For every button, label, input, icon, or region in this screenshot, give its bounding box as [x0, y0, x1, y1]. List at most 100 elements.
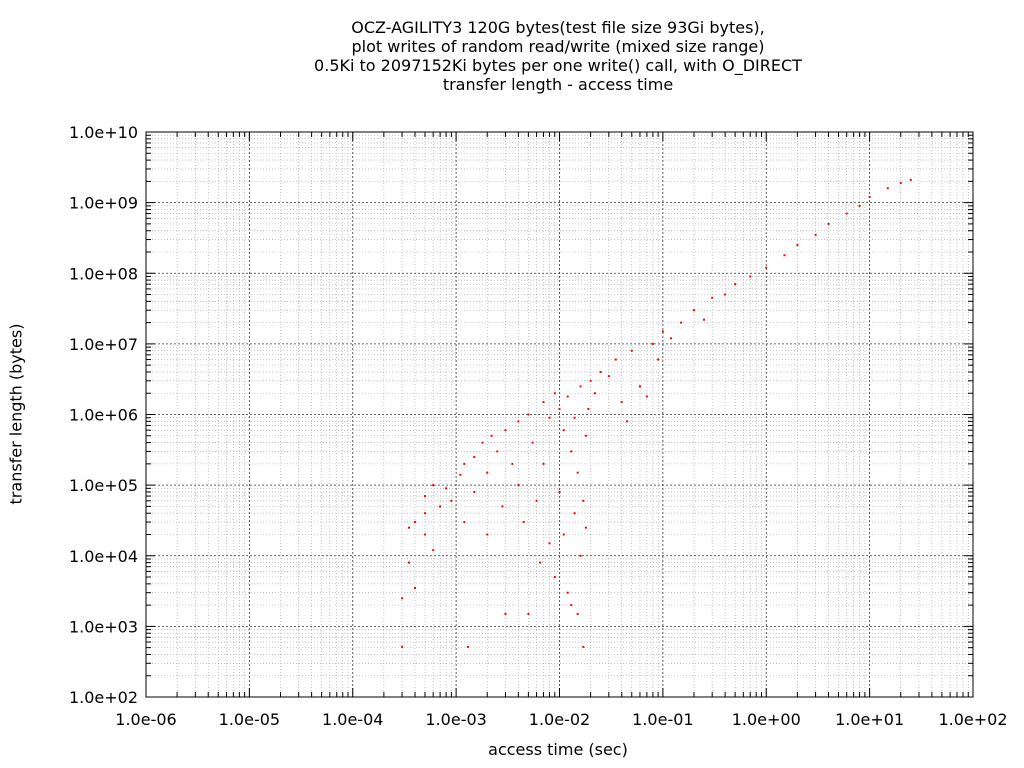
x-tick-label: 1.0e+00 [732, 710, 801, 729]
data-point [439, 505, 442, 508]
data-point [486, 533, 489, 536]
y-tick-label: 1.0e+10 [69, 123, 138, 142]
data-point [504, 429, 507, 432]
data-point [527, 612, 530, 615]
data-point [401, 645, 404, 648]
data-point [858, 204, 861, 207]
data-point [531, 441, 534, 444]
data-point [553, 392, 556, 395]
data-point [584, 526, 587, 529]
data-point [584, 434, 587, 437]
data-point [576, 471, 579, 474]
data-point [607, 375, 610, 378]
x-tick-label: 1.0e-04 [322, 710, 383, 729]
data-point [593, 392, 596, 395]
y-tick-label: 1.0e+02 [69, 688, 138, 707]
data-point [711, 296, 714, 299]
x-tick-label: 1.0e+02 [938, 710, 1007, 729]
data-point [630, 349, 633, 352]
data-point [651, 342, 654, 345]
data-point [490, 434, 493, 437]
data-point [407, 561, 410, 564]
x-axis-label: access time (sec) [488, 740, 628, 759]
data-point [501, 505, 504, 508]
data-point [424, 512, 427, 515]
data-point [589, 379, 592, 382]
data-point [734, 283, 737, 286]
data-point [670, 337, 673, 340]
y-tick-label: 1.0e+07 [69, 335, 138, 354]
data-point [463, 521, 466, 524]
data-point [645, 395, 648, 398]
x-tick-label: 1.0e-05 [219, 710, 280, 729]
data-point [535, 499, 538, 502]
data-point [845, 212, 848, 215]
data-point [566, 395, 569, 398]
data-point [542, 401, 545, 404]
data-point [573, 512, 576, 515]
grid [146, 132, 973, 697]
y-tick-label: 1.0e+09 [69, 194, 138, 213]
data-point [522, 521, 525, 524]
data-point [796, 244, 799, 247]
axes: 1.0e-06 1.0e-05 1.0e-04 1.0e-03 1.0e-02 1.0e-… [69, 123, 1008, 729]
data-point [692, 309, 695, 312]
data-point [614, 358, 617, 361]
data-point [868, 196, 871, 199]
x-tick-label: 1.0e-01 [632, 710, 693, 729]
plot-frame [145, 131, 974, 698]
data-point [463, 462, 466, 465]
data-point [570, 604, 573, 607]
data-point [548, 416, 551, 419]
chart-title: OCZ-AGILITY3 120G bytes(test file size 9… [0, 18, 1024, 94]
data-point [661, 330, 664, 333]
title-line-1: OCZ-AGILITY3 120G bytes(test file size 9… [351, 18, 765, 37]
data-point [566, 591, 569, 594]
data-point [486, 471, 489, 474]
data-point [553, 576, 556, 579]
data-point [558, 407, 561, 410]
data-point [570, 450, 573, 453]
data-point [432, 549, 435, 552]
data-point [562, 533, 565, 536]
y-tick-label: 1.0e+05 [69, 476, 138, 495]
data-point [886, 187, 889, 190]
data-point [576, 612, 579, 615]
y-tick-label: 1.0e+06 [69, 406, 138, 425]
data-point [517, 420, 520, 423]
y-axis-label: transfer length (bytes) [6, 323, 26, 505]
data-point [473, 490, 476, 493]
data-point [724, 293, 727, 296]
data-point [407, 526, 410, 529]
data-point [481, 441, 484, 444]
data-point [579, 554, 582, 557]
y-tick-label: 1.0e+04 [69, 547, 138, 566]
data-point [579, 385, 582, 388]
data-point [749, 275, 752, 278]
y-tick-label: 1.0e+03 [69, 617, 138, 636]
data-point [703, 318, 706, 321]
data-point [783, 254, 786, 257]
data-point [432, 484, 435, 487]
data-point [562, 429, 565, 432]
data-point [620, 401, 623, 404]
data-point [573, 416, 576, 419]
title-line-2: plot writes of random read/write (mixed … [351, 37, 765, 56]
data-point [909, 178, 912, 181]
data-point [459, 473, 462, 476]
data-point [657, 358, 660, 361]
data-point [527, 413, 530, 416]
data-point [539, 561, 542, 564]
data-point [504, 612, 507, 615]
data-points [401, 178, 912, 648]
data-point [599, 370, 602, 373]
data-point [765, 266, 768, 269]
data-point [413, 586, 416, 589]
data-point [511, 462, 514, 465]
data-point [827, 222, 830, 225]
x-tick-label: 1.0e-06 [115, 710, 176, 729]
data-point [413, 521, 416, 524]
data-point [899, 181, 902, 184]
data-point [496, 450, 499, 453]
